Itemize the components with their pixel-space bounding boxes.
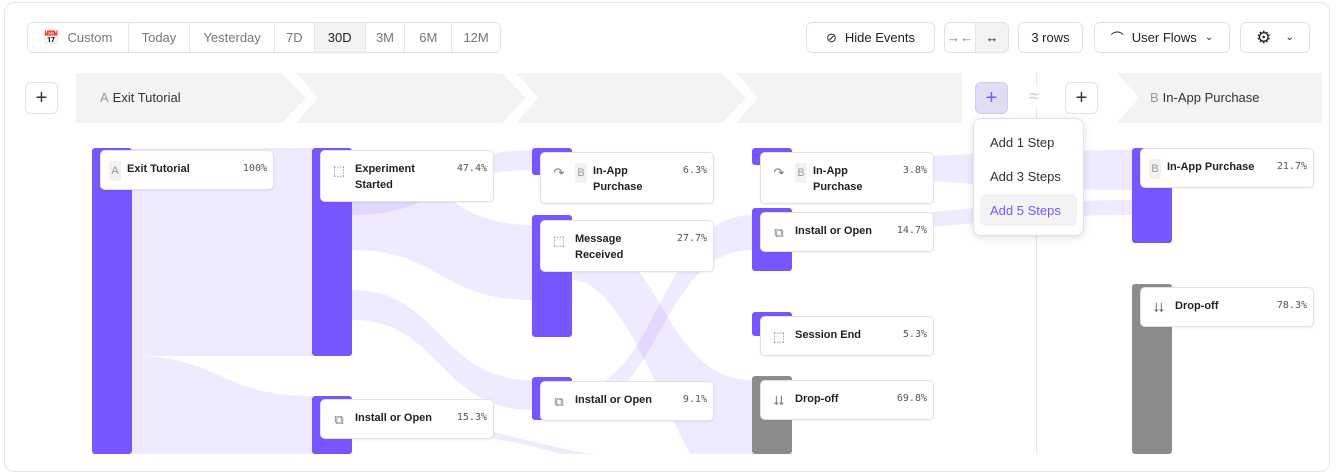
hide-events-button[interactable]: ⊘ Hide Events [806,22,935,53]
date-yesterday-button[interactable]: Yesterday [190,23,275,52]
event-name: In-App Purchase [813,165,863,193]
step-header-end[interactable]: B In-App Purchase [1117,73,1322,123]
event-percentage: 78.3% [1276,300,1307,311]
step-card[interactable]: ⧉ Install or Open 15.3% [320,399,494,439]
event-percentage: 100% [242,163,267,174]
hide-events-label: Hide Events [844,30,915,45]
event-percentage: 69.8% [896,393,927,404]
step-letter: B [575,163,587,183]
date-6m-button[interactable]: 6M [405,23,453,52]
event-percentage: 15.3% [456,412,487,423]
chevron-down-icon: ⌄ [1204,32,1214,43]
settings-dropdown[interactable]: ⚙ ⌄ [1240,22,1310,53]
flows-icon: ⌒ [1110,31,1124,46]
spacing-toggle: →← ↔ [944,22,1009,53]
copy-icon: ⧉ [334,412,344,427]
event-name: Exit Tutorial [127,163,190,175]
dropoff-icon: ⮇ [1153,300,1165,315]
step-card[interactable]: ⮇ Drop-off 69.8% [760,380,934,420]
expand-icon[interactable]: ↔ [976,23,1008,52]
eye-off-icon: ⊘ [826,29,837,45]
step-card[interactable]: B In-App Purchase 21.7% [1140,148,1314,188]
gear-icon: ⚙ [1256,27,1272,47]
step-name: In-App Purchase [1162,90,1260,105]
event-percentage: 14.7% [896,225,927,236]
step-card[interactable]: ⧉ Install or Open 14.7% [760,212,934,252]
flow-path [132,356,312,454]
step-letter: B [795,163,807,183]
event-name: Install or Open [795,225,873,237]
step-card[interactable]: ⬚ Session End 5.3% [760,316,934,356]
menu-item-add-3-steps[interactable]: Add 3 Steps [990,168,1061,184]
step-card[interactable]: ↷ B In-App Purchase 6.3% [540,152,714,204]
event-name: In-App Purchase [1167,161,1255,173]
step-header [516,73,746,123]
event-percentage: 5.3% [902,329,927,340]
event-percentage: 21.7% [1276,161,1307,172]
event-name: Experiment Started [355,163,415,191]
date-7d-button[interactable]: 7D [275,23,315,52]
gap-divider [1036,73,1037,454]
redirect-icon: ↷ [553,165,565,180]
event-name: Session End [795,329,862,341]
redirect-icon: ↷ [773,165,785,180]
step-letter: B [1149,159,1161,179]
add-steps-menu: Add 1 Step Add 3 Steps Add 5 Steps [973,118,1084,236]
dropoff-icon: ⮇ [773,393,785,408]
event-percentage: 9.1% [682,394,707,405]
date-range-selector: 📅 Custom Today Yesterday 7D 30D 3M 6M 12M [27,22,501,53]
event-name: Message Received [575,233,624,261]
menu-item-add-1-step[interactable]: Add 1 Step [990,134,1055,150]
event-name: Drop-off [1175,300,1219,312]
flow-path [132,148,312,356]
chevron-down-icon: ⌄ [1285,32,1294,43]
copy-icon: ⧉ [554,394,564,409]
event-name: Install or Open [355,412,433,424]
add-step-after-gap-button[interactable]: + [1065,82,1098,114]
event-percentage: 6.3% [682,165,707,176]
step-card[interactable]: ⧉ Install or Open 9.1% [540,381,714,421]
step-header [296,73,526,123]
date-today-button[interactable]: Today [129,23,191,52]
view-dropdown[interactable]: ⌒ User Flows ⌄ [1094,22,1230,53]
rows-button[interactable]: 3 rows [1018,22,1083,53]
event-percentage: 47.4% [456,163,487,174]
event-name: Install or Open [575,394,653,406]
step-letter: A [109,161,121,181]
step-card[interactable]: ⬚ Message Received 27.7% [540,220,714,272]
add-steps-button[interactable]: + [975,82,1008,114]
date-custom-button[interactable]: 📅 Custom [28,23,129,52]
copy-icon: ⧉ [774,225,784,240]
cursor-icon: ⬚ [772,329,786,344]
date-custom-label: Custom [67,30,113,45]
step-card[interactable]: A Exit Tutorial 100% [100,150,274,190]
cursor-icon: ⬚ [552,233,566,248]
step-header [736,73,962,123]
step-header-start[interactable]: A Exit Tutorial [76,73,306,123]
cursor-icon: ⬚ [332,163,346,178]
calendar-icon: 📅 [43,29,60,45]
date-30d-button[interactable]: 30D [314,23,366,52]
step-card[interactable]: ⬚ Experiment Started 47.4% [320,150,494,202]
event-name: In-App Purchase [593,165,643,193]
step-letter: B [1150,90,1159,105]
gap-symbol: ≈ [1027,86,1041,107]
step-card[interactable]: ↷ B In-App Purchase 3.8% [760,152,934,204]
step-bar[interactable] [92,148,132,454]
step-name: Exit Tutorial [112,90,181,105]
event-name: Drop-off [795,393,839,405]
event-percentage: 27.7% [676,233,707,244]
date-3m-button[interactable]: 3M [366,23,406,52]
menu-item-add-5-steps[interactable]: Add 5 Steps [980,194,1077,226]
add-step-before-button[interactable]: + [25,82,58,114]
date-12m-button[interactable]: 12M [463,30,489,45]
view-label: User Flows [1131,30,1197,45]
event-percentage: 3.8% [902,165,927,176]
flow-path [352,290,532,410]
step-letter: A [100,90,109,105]
step-card[interactable]: ⮇ Drop-off 78.3% [1140,287,1314,327]
compress-icon[interactable]: →← [945,23,977,52]
